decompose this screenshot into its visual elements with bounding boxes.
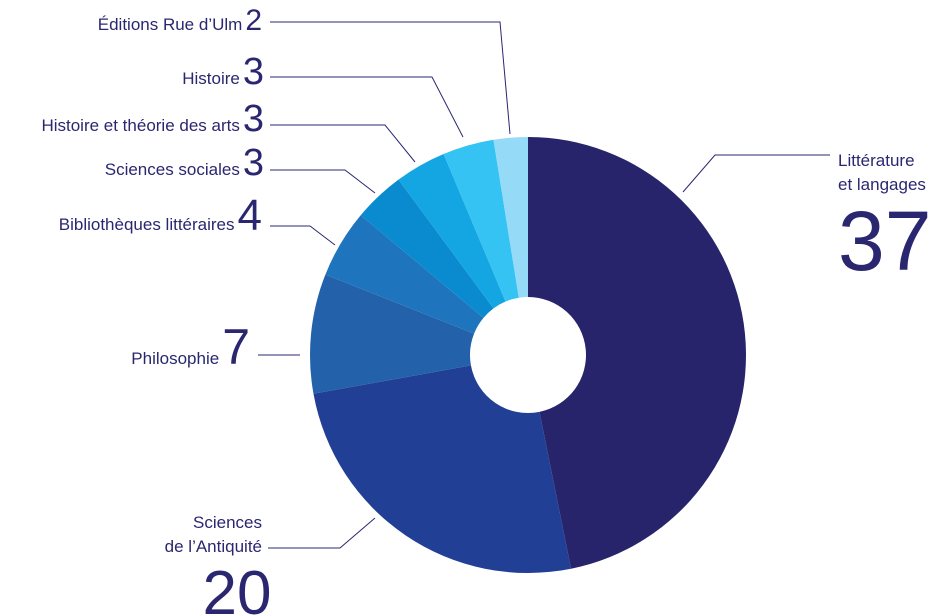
donut-slice bbox=[493, 137, 528, 298]
value-label: 37 bbox=[838, 194, 931, 288]
donut-slice bbox=[325, 215, 484, 334]
donut-slice bbox=[528, 137, 746, 569]
donut-slice bbox=[309, 274, 475, 394]
leader-line bbox=[270, 21, 511, 135]
leader-line bbox=[270, 76, 464, 138]
leader-line bbox=[268, 517, 376, 549]
slice-label: Bibliothèques littéraires bbox=[59, 215, 235, 234]
slice-label: Histoire bbox=[182, 69, 240, 88]
value-label: 7 bbox=[222, 319, 250, 375]
donut-slice bbox=[398, 154, 506, 309]
slice-label: et langages bbox=[838, 175, 926, 194]
donut-slice bbox=[443, 139, 519, 302]
value-label: 3 bbox=[243, 142, 264, 184]
slice-label: Sciences bbox=[193, 513, 262, 532]
leader-line bbox=[270, 169, 376, 194]
slice-label: Littérature bbox=[838, 151, 915, 170]
leader-line bbox=[270, 124, 416, 163]
slice-label: Sciences sociales bbox=[105, 160, 240, 179]
donut-slice bbox=[313, 365, 572, 573]
leader-line bbox=[682, 154, 830, 193]
value-label: 2 bbox=[245, 4, 262, 37]
slice-label: Histoire et théorie des arts bbox=[41, 116, 239, 135]
value-label: 3 bbox=[243, 98, 264, 140]
leader-line bbox=[270, 225, 336, 246]
value-label: 20 bbox=[203, 559, 272, 616]
donut-slice bbox=[360, 179, 494, 318]
value-label: 3 bbox=[243, 51, 264, 93]
value-label: 4 bbox=[238, 191, 262, 240]
slice-label: Éditions Rue d’Ulm bbox=[98, 15, 243, 34]
slice-label: Philosophie bbox=[131, 349, 219, 368]
slice-label: de l’Antiquité bbox=[165, 537, 262, 556]
